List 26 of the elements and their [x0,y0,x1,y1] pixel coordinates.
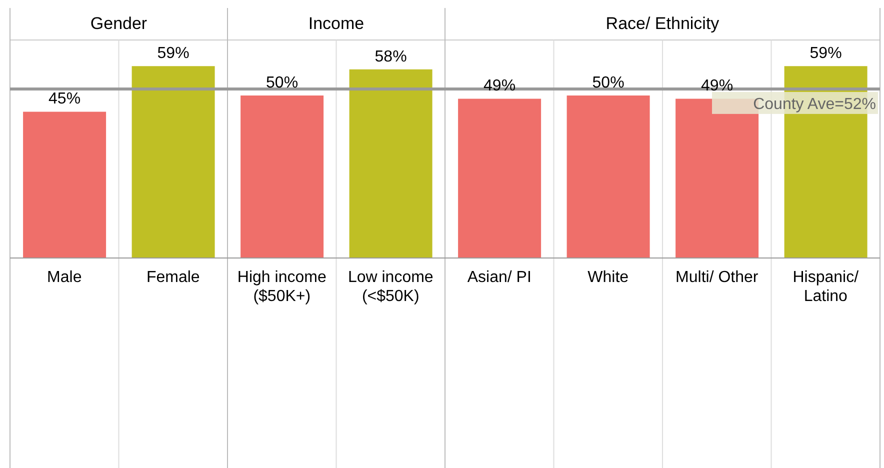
data-label: 50% [592,74,624,92]
x-tick-label: White [588,269,629,286]
bar [240,95,324,258]
data-label: 59% [810,45,842,62]
data-label: 58% [374,48,407,66]
ref-line-label: County Ave=52% [753,96,876,113]
bar [566,95,650,258]
bar [349,69,432,258]
text: Income [308,14,364,33]
data-label: 49% [701,78,734,95]
x-tick-label: Low income (<$50K) [348,269,434,305]
x-tick-label: High income ($50K+) [237,269,326,305]
bar [23,112,106,258]
bar [458,98,542,258]
text: Gender [90,14,148,33]
x-tick-label: Asian/ PI [467,269,532,286]
data-label: 50% [266,74,298,92]
x-tick-label: Multi/ Other [676,269,759,286]
text: Race/ Ethnicity [606,14,720,33]
x-tick-label: Hispanic/ Latino [792,269,860,305]
data-label: 45% [48,90,81,108]
x-tick-label: Female [146,269,200,286]
x-tick-label: Male [47,269,82,286]
data-label: 49% [484,78,516,95]
data-label: 59% [157,45,190,62]
bar [132,66,215,258]
